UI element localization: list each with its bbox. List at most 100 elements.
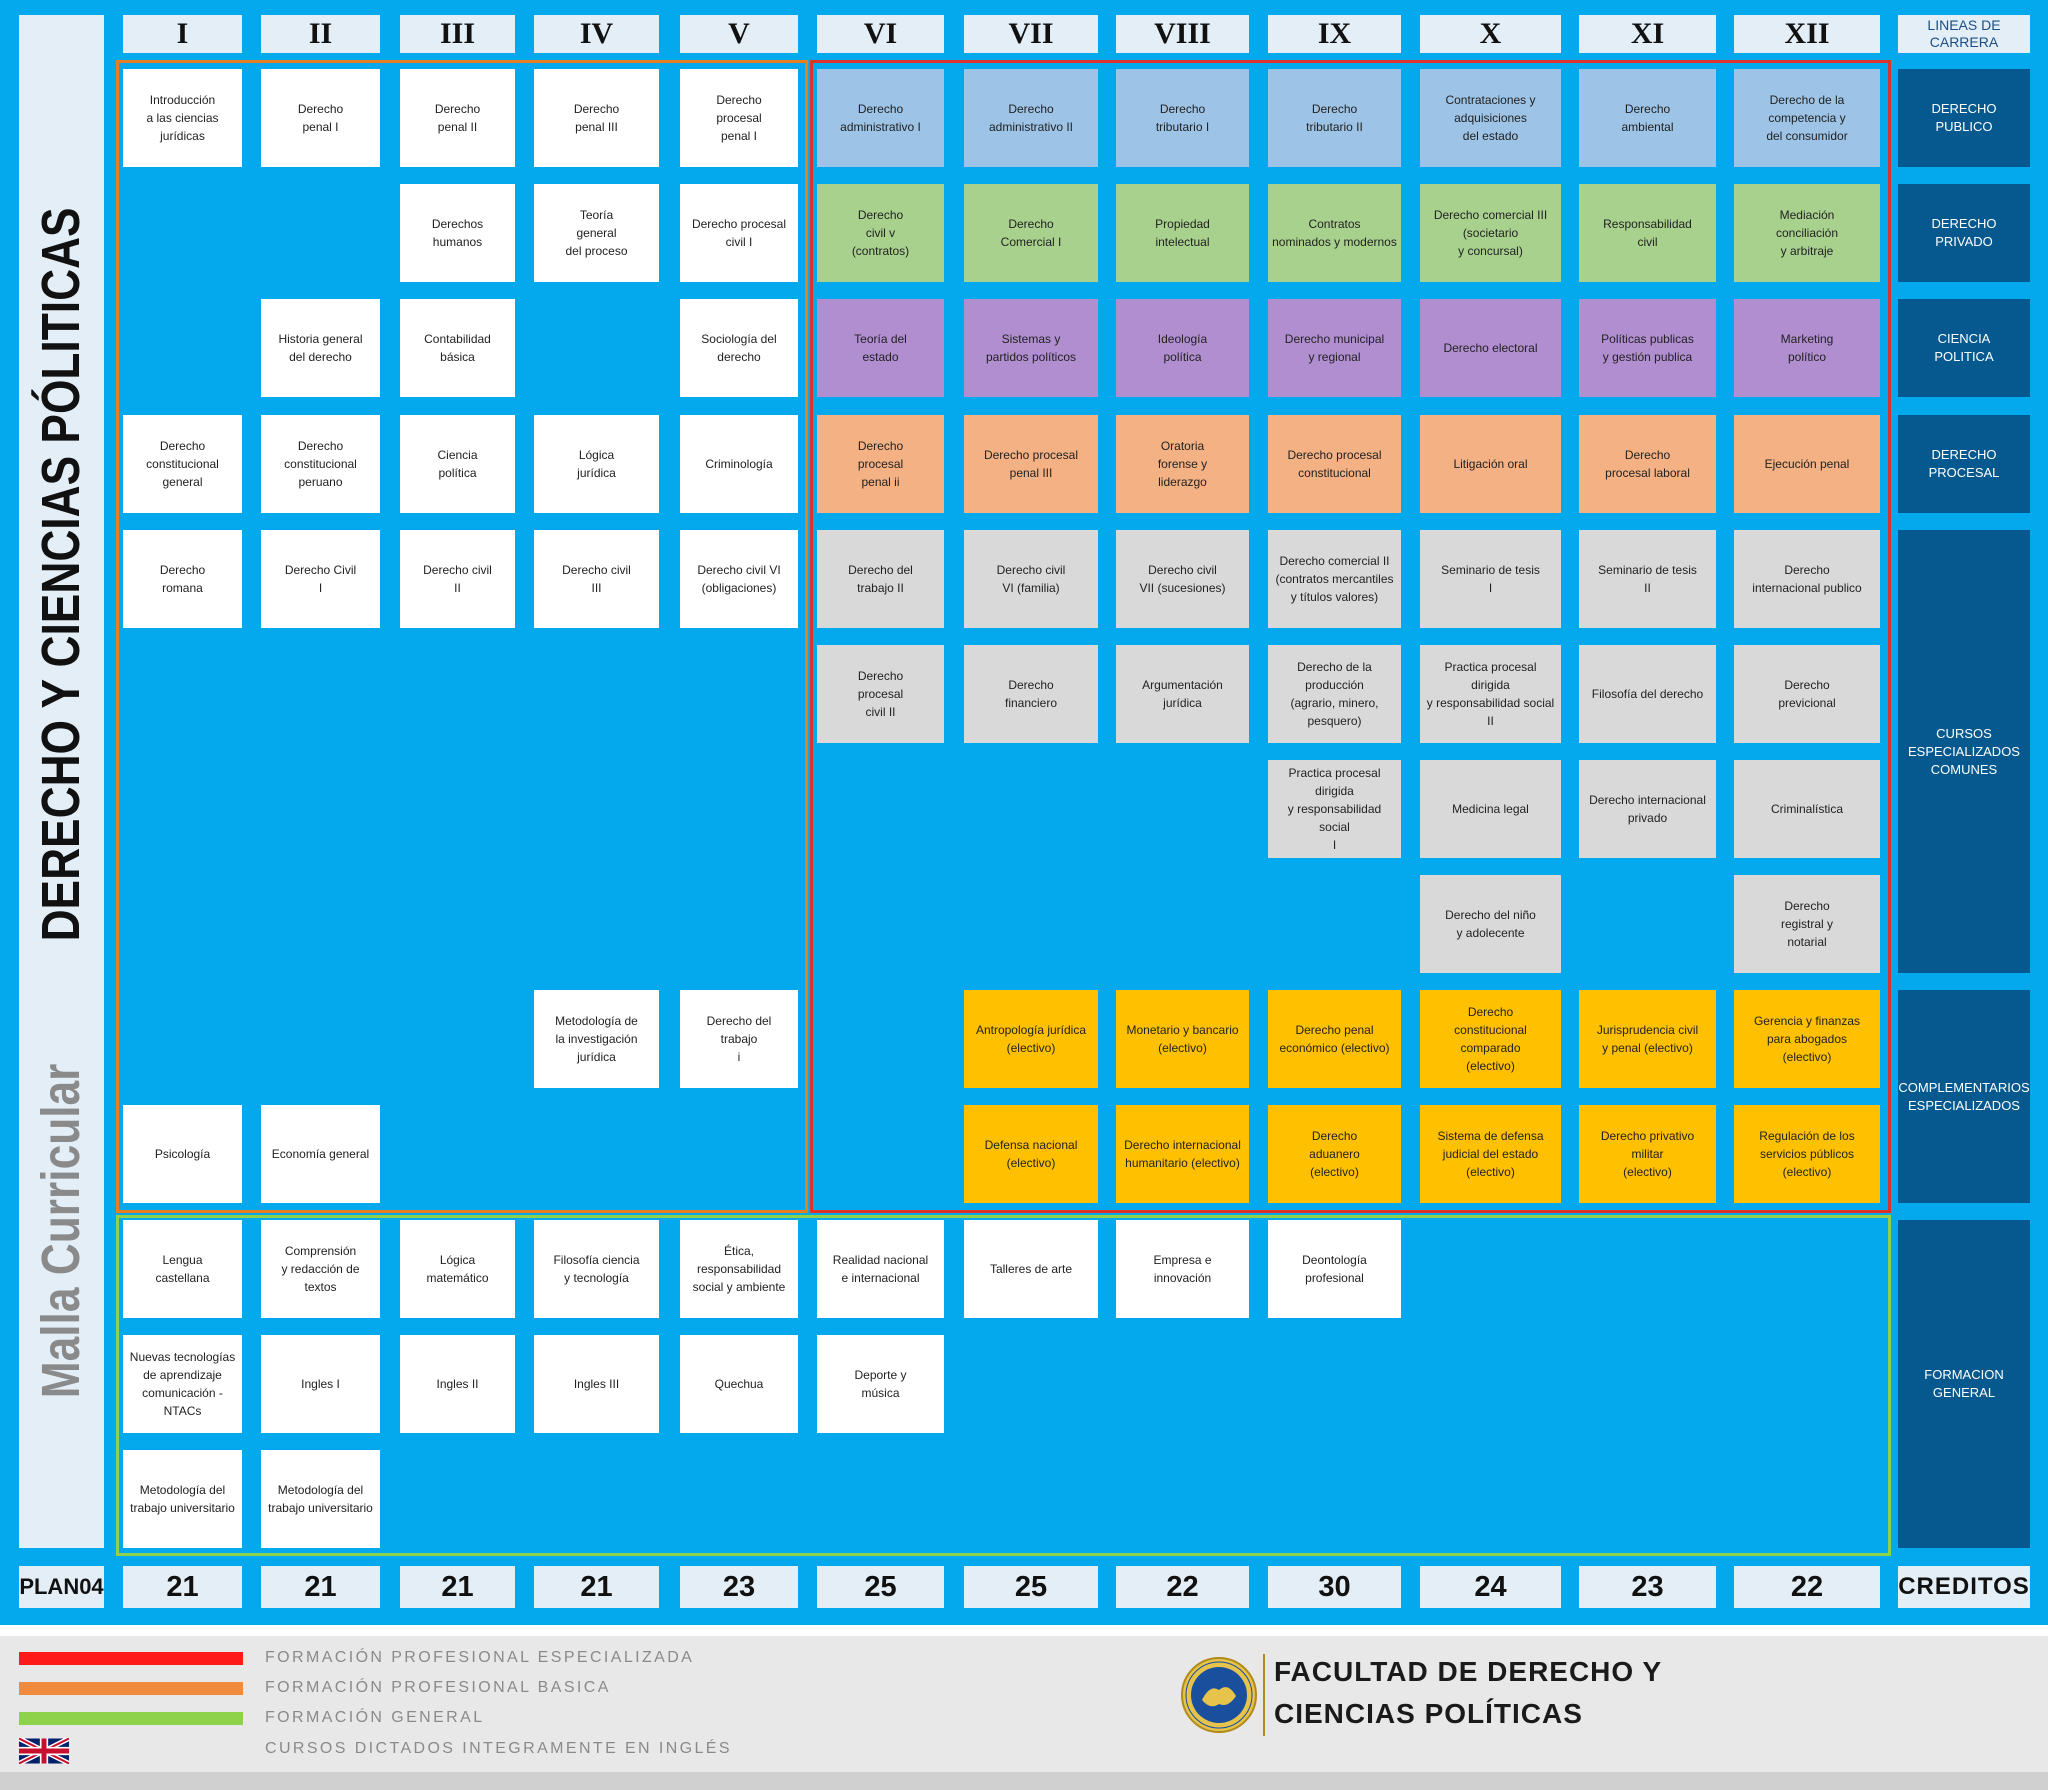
- course-cell: Derecho ambiental: [1579, 69, 1716, 167]
- course-cell: Seminario de tesis II: [1579, 530, 1716, 628]
- credit-total: 22: [1116, 1566, 1249, 1608]
- course-cell: Ingles I: [261, 1335, 380, 1433]
- line-derecho-privado: DERECHO PRIVADO: [1898, 184, 2030, 282]
- course-cell: Derecho civil VI (obligaciones): [680, 530, 798, 628]
- side-title-panel: [19, 15, 104, 1548]
- legend-label-english: CURSOS DICTADOS INTEGRAMENTE EN INGLÉS: [265, 1740, 732, 1757]
- course-cell: Teoría del estado: [817, 299, 944, 397]
- course-cell: Derecho internacional privado: [1579, 760, 1716, 858]
- course-cell: Seminario de tesis I: [1420, 530, 1561, 628]
- course-cell: Lengua castellana: [123, 1220, 242, 1318]
- course-cell: Derecho financiero: [964, 645, 1098, 743]
- course-cell: Economía general: [261, 1105, 380, 1203]
- course-cell: Derecho tributario II: [1268, 69, 1401, 167]
- lines-header: LINEAS DE CARRERA: [1898, 15, 2030, 53]
- course-cell: Derecho aduanero (electivo): [1268, 1105, 1401, 1203]
- course-cell: Ejecución penal: [1734, 415, 1880, 513]
- course-cell: Sociología del derecho: [680, 299, 798, 397]
- course-cell: Monetario y bancario (electivo): [1116, 990, 1249, 1088]
- course-cell: Antropología jurídica (electivo): [964, 990, 1098, 1088]
- course-cell: Derecho civil III: [534, 530, 659, 628]
- course-cell: Argumentación jurídica: [1116, 645, 1249, 743]
- course-cell: Medicina legal: [1420, 760, 1561, 858]
- course-cell: Defensa nacional (electivo): [964, 1105, 1098, 1203]
- course-cell: Metodología del trabajo universitario: [123, 1450, 242, 1548]
- line-derecho-procesal: DERECHO PROCESAL: [1898, 415, 2030, 513]
- course-cell: Empresa e innovación: [1116, 1220, 1249, 1318]
- course-cell: Sistema de defensa judicial del estado (…: [1420, 1105, 1561, 1203]
- course-cell: Gerencia y finanzas para abogados (elect…: [1734, 990, 1880, 1088]
- cycle-header: II: [261, 15, 380, 53]
- cycle-header: I: [123, 15, 242, 53]
- faculty-name-line2: CIENCIAS POLÍTICAS: [1274, 1698, 1583, 1729]
- course-cell: Derecho privativo militar (electivo): [1579, 1105, 1716, 1203]
- course-cell: Ideología política: [1116, 299, 1249, 397]
- course-cell: Lógica matemático: [400, 1220, 515, 1318]
- course-cell: Derecho de la producción (agrario, miner…: [1268, 645, 1401, 743]
- university-seal-icon: [1181, 1657, 1257, 1733]
- legend: FORMACIÓN PROFESIONAL ESPECIALIZADA FORM…: [0, 1636, 2048, 1772]
- credit-total: 21: [123, 1566, 242, 1608]
- line-complementarios: COMPLEMENTARIOS ESPECIALIZADOS: [1898, 990, 2030, 1203]
- course-cell: Criminología: [680, 415, 798, 513]
- credit-total: 25: [817, 1566, 944, 1608]
- legend-label-basic: FORMACIÓN PROFESIONAL BASICA: [265, 1679, 611, 1696]
- faculty-name-line1: FACULTAD DE DERECHO Y: [1274, 1656, 1663, 1687]
- course-cell: Derecho procesal penal ii: [817, 415, 944, 513]
- course-cell: Ética, responsabilidad social y ambiente: [680, 1220, 798, 1318]
- course-cell: Practica procesal dirigida y responsabil…: [1268, 760, 1401, 858]
- course-cell: Responsabilidad civil: [1579, 184, 1716, 282]
- course-cell: Litigación oral: [1420, 415, 1561, 513]
- plan-label: PLAN04: [19, 1566, 104, 1608]
- course-cell: Derecho procesal laboral: [1579, 415, 1716, 513]
- course-cell: Comprensión y redacción de textos: [261, 1220, 380, 1318]
- course-cell: Derecho del trabajo i: [680, 990, 798, 1088]
- course-cell: Quechua: [680, 1335, 798, 1433]
- course-cell: Filosofía ciencia y tecnología: [534, 1220, 659, 1318]
- cycle-header: VI: [817, 15, 944, 53]
- course-cell: Derecho tributario I: [1116, 69, 1249, 167]
- course-cell: Metodología de la investigación jurídica: [534, 990, 659, 1088]
- cycle-header: IV: [534, 15, 659, 53]
- course-cell: Derecho constitucional peruano: [261, 415, 380, 513]
- cycle-header: VII: [964, 15, 1098, 53]
- course-cell: Derecho registral y notarial: [1734, 875, 1880, 973]
- course-cell: Derecho procesal civil II: [817, 645, 944, 743]
- course-cell: Criminalística: [1734, 760, 1880, 858]
- course-cell: Derecho civil VII (sucesiones): [1116, 530, 1249, 628]
- cycle-header: VIII: [1116, 15, 1249, 53]
- title-part2: DERECHO Y CIENCIAS PÓLITICAS: [31, 207, 91, 942]
- course-cell: Oratoria forense y liderazgo: [1116, 415, 1249, 513]
- line-ciencia-politica: CIENCIA POLITICA: [1898, 299, 2030, 397]
- legend-swatch-specialized: [19, 1652, 243, 1665]
- course-cell: Contrataciones y adquisiciones del estad…: [1420, 69, 1561, 167]
- credit-total: 21: [400, 1566, 515, 1608]
- course-cell: Derecho penal económico (electivo): [1268, 990, 1401, 1088]
- course-cell: Políticas publicas y gestión publica: [1579, 299, 1716, 397]
- course-cell: Derecho Comercial I: [964, 184, 1098, 282]
- uk-flag-icon: [19, 1738, 69, 1764]
- course-cell: Contratos nominados y modernos: [1268, 184, 1401, 282]
- cycle-header: XII: [1734, 15, 1880, 53]
- course-cell: Derecho penal III: [534, 69, 659, 167]
- course-cell: Regulación de los servicios públicos (el…: [1734, 1105, 1880, 1203]
- course-cell: Deontología profesional: [1268, 1220, 1401, 1318]
- course-cell: Derecho del trabajo II: [817, 530, 944, 628]
- course-cell: Derecho procesal civil I: [680, 184, 798, 282]
- course-cell: Mediación conciliación y arbitraje: [1734, 184, 1880, 282]
- title-part1: Malla Curricular: [31, 1063, 91, 1398]
- course-cell: Derechos humanos: [400, 184, 515, 282]
- credit-total: 25: [964, 1566, 1098, 1608]
- curriculum-grid: Malla Curricular DERECHO Y CIENCIAS PÓLI…: [0, 0, 2048, 1625]
- course-cell: Historia general del derecho: [261, 299, 380, 397]
- course-cell: Derecho constitucional comparado (electi…: [1420, 990, 1561, 1088]
- course-cell: Derecho comercial II (contratos mercanti…: [1268, 530, 1401, 628]
- course-cell: Derecho procesal constitucional: [1268, 415, 1401, 513]
- legend-swatch-basic: [19, 1682, 243, 1695]
- course-cell: Ciencia política: [400, 415, 515, 513]
- cycle-header: X: [1420, 15, 1561, 53]
- course-cell: Derecho civil v (contratos): [817, 184, 944, 282]
- course-cell: Derecho civil II: [400, 530, 515, 628]
- line-derecho-publico: DERECHO PUBLICO: [1898, 69, 2030, 167]
